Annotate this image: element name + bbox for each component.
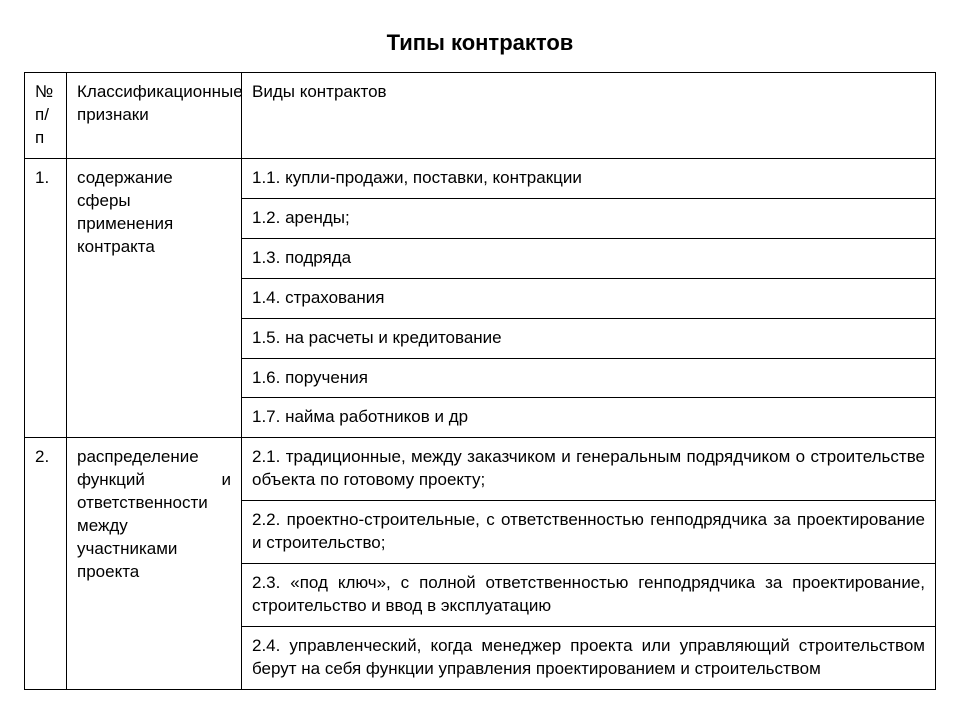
- header-col-num: № п/п: [25, 73, 67, 159]
- table-row: 2. распределение функций и ответственнос…: [25, 438, 936, 501]
- type-cell: 1.7. найма работников и др: [242, 398, 936, 438]
- type-cell: 1.5. на расчеты и кредитование: [242, 318, 936, 358]
- type-cell: 1.4. страхования: [242, 278, 936, 318]
- group-attr-cell: распределение функций и ответственности …: [67, 438, 242, 690]
- table-header-row: № п/п Классификационные признаки Виды ко…: [25, 73, 936, 159]
- type-cell: 2.2. проектно-строительные, с ответствен…: [242, 501, 936, 564]
- group-num-cell: 1.: [25, 158, 67, 438]
- type-cell: 1.3. подряда: [242, 238, 936, 278]
- table-row: 1. содержание сферы применения контракта…: [25, 158, 936, 198]
- header-col-attr: Классификационные признаки: [67, 73, 242, 159]
- type-cell: 1.1. купли-продажи, поставки, контракции: [242, 158, 936, 198]
- type-cell: 2.3. «под ключ», с полной ответственност…: [242, 564, 936, 627]
- type-cell: 2.1. традиционные, между заказчиком и ге…: [242, 438, 936, 501]
- group-num-cell: 2.: [25, 438, 67, 690]
- type-cell: 1.6. поручения: [242, 358, 936, 398]
- contracts-table: № п/п Классификационные признаки Виды ко…: [24, 72, 936, 690]
- header-col-types: Виды контрактов: [242, 73, 936, 159]
- type-cell: 2.4. управленческий, когда менеджер прое…: [242, 627, 936, 690]
- group-attr-cell: содержание сферы применения контракта: [67, 158, 242, 438]
- type-cell: 1.2. аренды;: [242, 198, 936, 238]
- page-title: Типы контрактов: [24, 30, 936, 56]
